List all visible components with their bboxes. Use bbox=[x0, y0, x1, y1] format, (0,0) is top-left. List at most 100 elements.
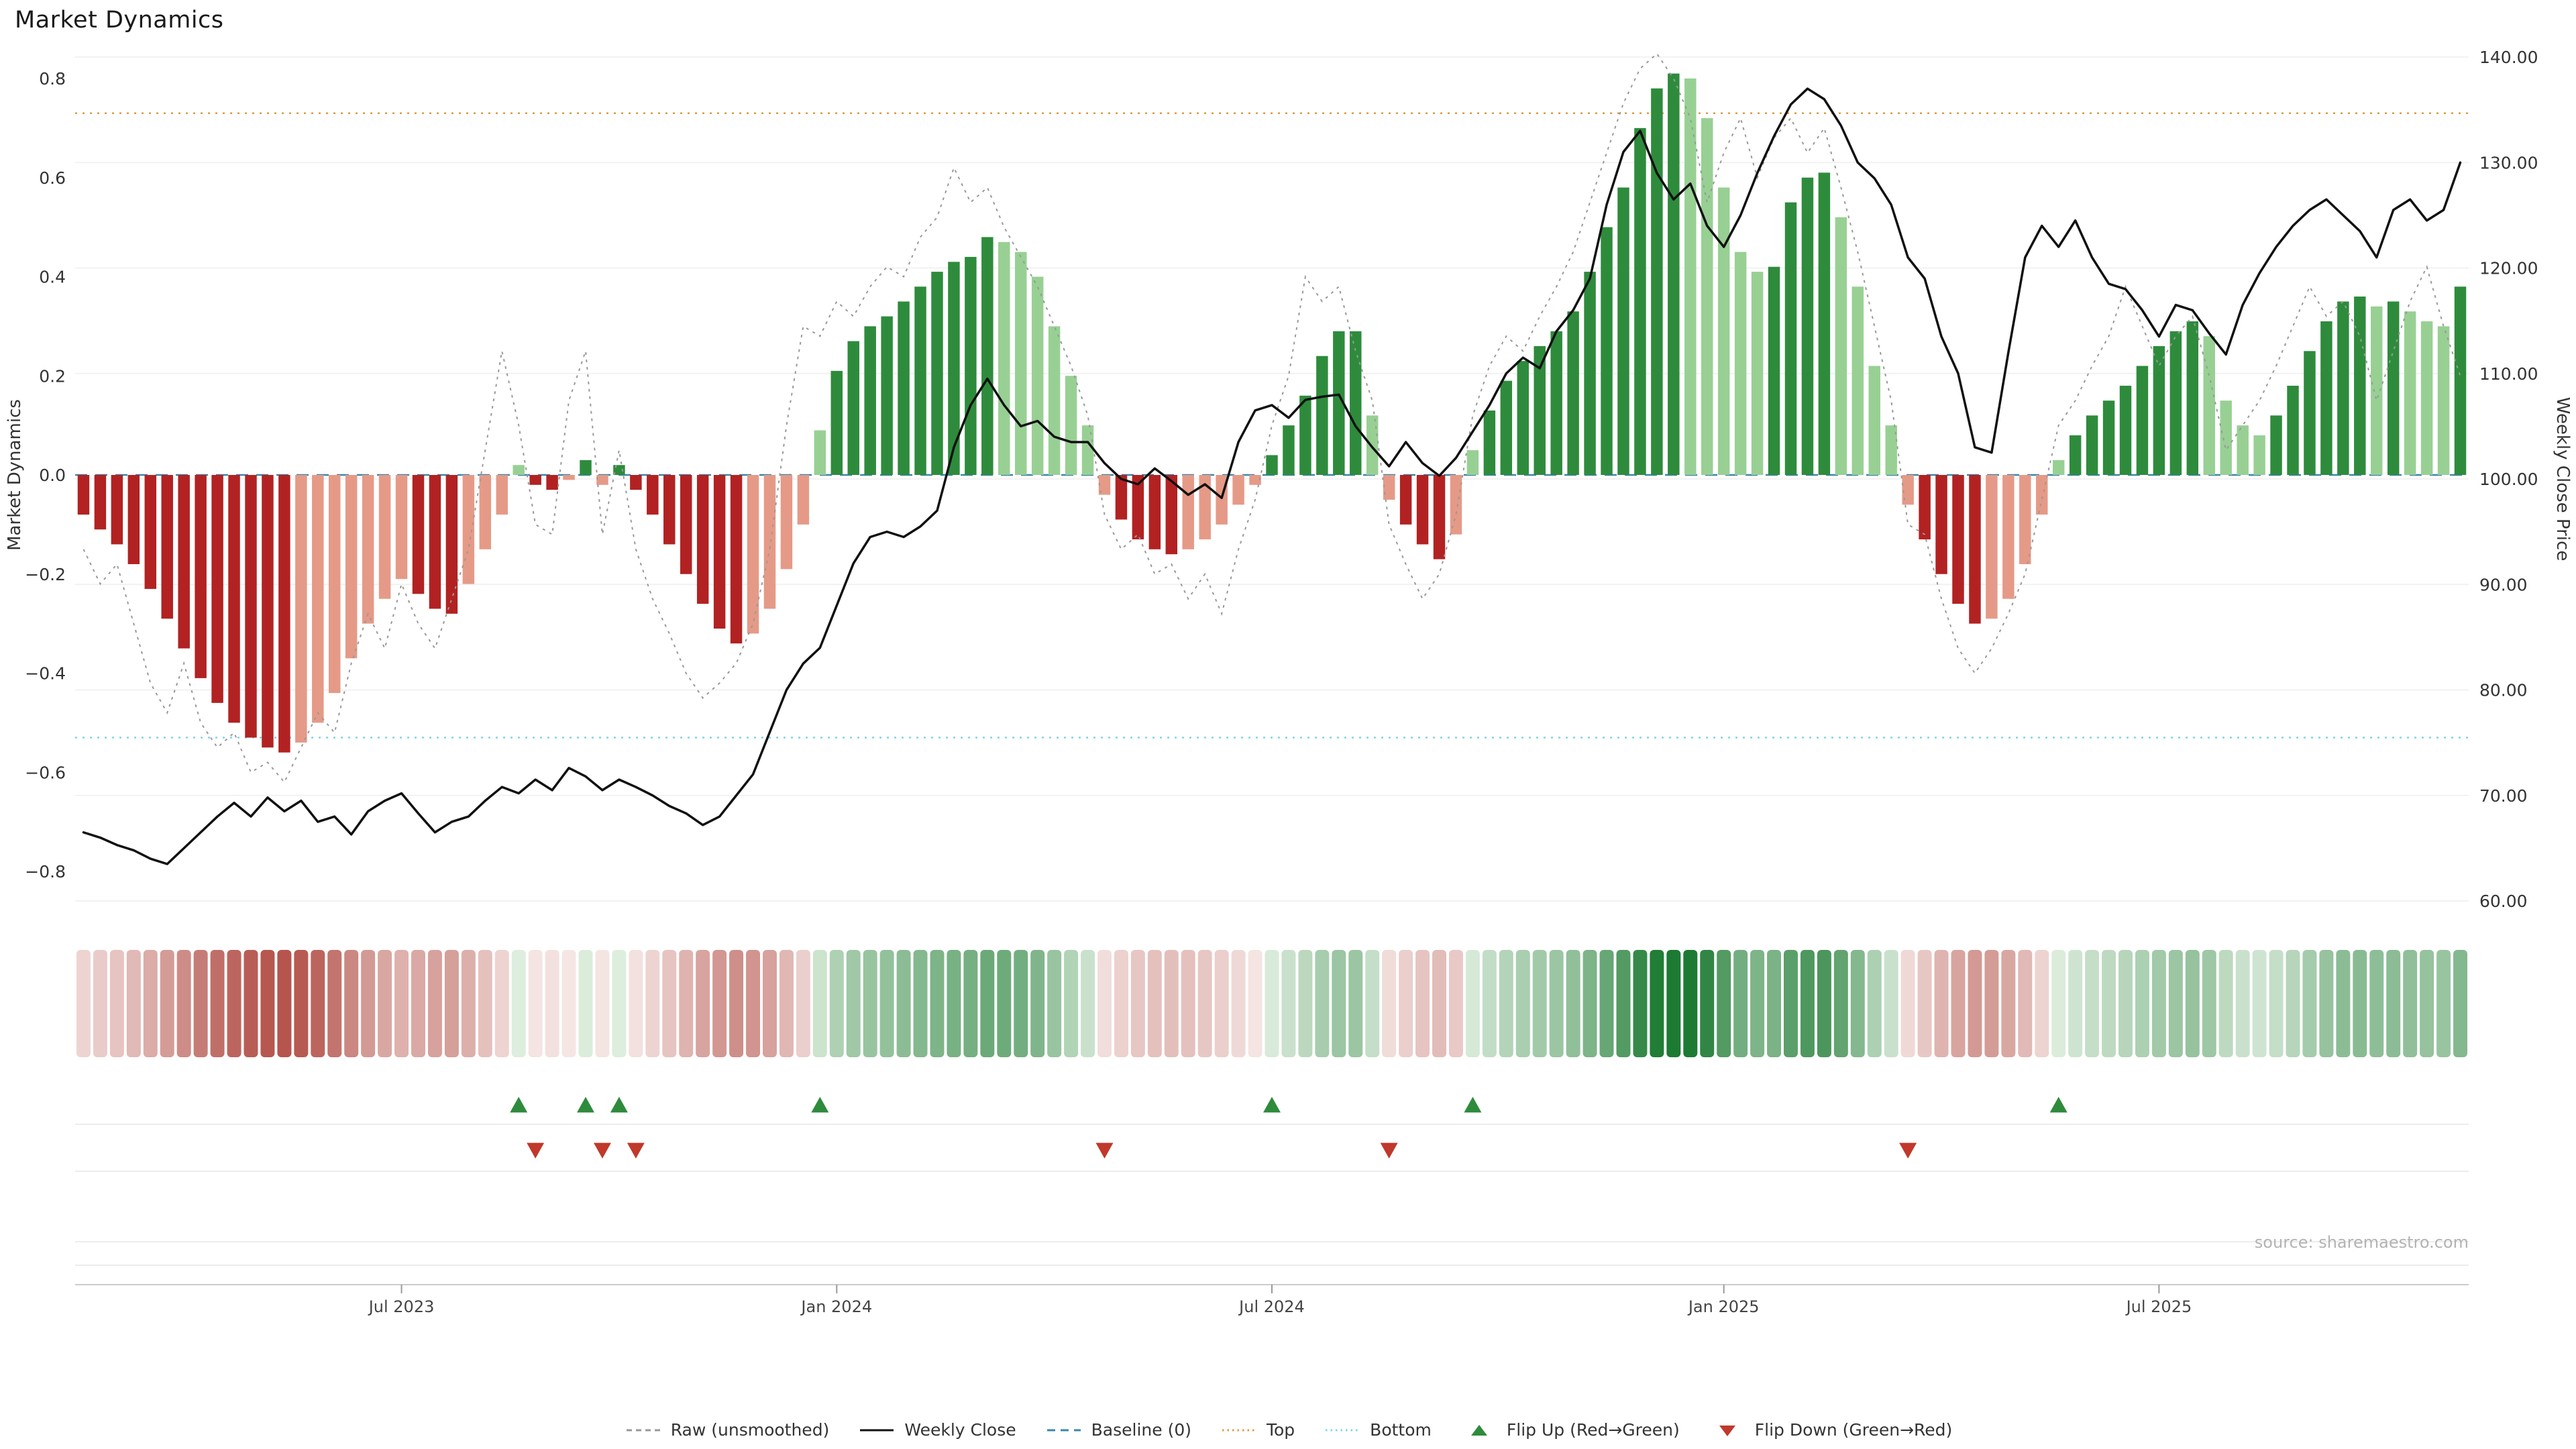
dynamics-bar bbox=[630, 475, 642, 490]
dynamics-bar bbox=[1416, 475, 1429, 545]
dynamics-bar bbox=[1919, 475, 1931, 540]
dynamics-bar bbox=[1701, 118, 1713, 476]
dynamics-bar bbox=[1550, 331, 1562, 475]
dynamics-bar bbox=[713, 475, 726, 629]
dynamics-bar bbox=[161, 475, 173, 619]
dynamics-bar bbox=[1366, 415, 1379, 475]
heatmap-cell bbox=[1064, 950, 1079, 1057]
dynamics-bar bbox=[2052, 460, 2065, 475]
heatmap-cell bbox=[2051, 950, 2066, 1057]
heatmap-cell bbox=[1432, 950, 1446, 1057]
heatmap-cell bbox=[2386, 950, 2401, 1057]
heatmap-cell bbox=[444, 950, 459, 1057]
flip-down-marker bbox=[1095, 1142, 1114, 1159]
dynamics-bar bbox=[898, 301, 910, 475]
right-axis-tick-label: 130.00 bbox=[2479, 153, 2538, 172]
heatmap-cell bbox=[1633, 950, 1648, 1057]
heatmap-cell bbox=[2403, 950, 2418, 1057]
heatmap-cell bbox=[2118, 950, 2133, 1057]
heatmap-cell bbox=[1281, 950, 1296, 1057]
heatmap-cell bbox=[947, 950, 961, 1057]
dynamics-bar bbox=[981, 237, 994, 475]
heatmap-cell bbox=[930, 950, 945, 1057]
dashed-line-swatch-icon bbox=[626, 1429, 660, 1431]
heatmap-cell bbox=[378, 950, 392, 1057]
dynamics-bar bbox=[747, 475, 759, 634]
heatmap-cell bbox=[210, 950, 225, 1057]
heatmap-cell bbox=[1482, 950, 1497, 1057]
dynamics-bar bbox=[1283, 425, 1295, 475]
right-axis-tick-label: 70.00 bbox=[2479, 786, 2528, 806]
dynamics-bar bbox=[1098, 475, 1111, 495]
dynamics-bar bbox=[864, 326, 876, 475]
dynamics-bar bbox=[2186, 321, 2199, 475]
heatmap-cell bbox=[863, 950, 877, 1057]
dynamics-bar bbox=[647, 475, 659, 515]
dynamics-bar bbox=[965, 256, 977, 475]
dotted-line-swatch-icon bbox=[1326, 1429, 1360, 1431]
heatmap-cell bbox=[1181, 950, 1195, 1057]
x-axis-tick-label: Jan 2024 bbox=[800, 1297, 872, 1316]
dynamics-bar bbox=[2136, 366, 2149, 475]
heatmap-cell bbox=[746, 950, 760, 1057]
heatmap-cell bbox=[2202, 950, 2216, 1057]
dynamics-bar bbox=[998, 241, 1010, 475]
dynamics-bar bbox=[1466, 450, 1479, 475]
flip-up-marker bbox=[577, 1097, 595, 1113]
source-label: source: sharemaestro.com bbox=[2255, 1233, 2469, 1252]
left-axis-title: Market Dynamics bbox=[5, 399, 25, 551]
dynamics-bar bbox=[1249, 475, 1261, 485]
dynamics-bar bbox=[2371, 306, 2383, 475]
heatmap-cell bbox=[1448, 950, 1463, 1057]
heatmap-cell bbox=[1532, 950, 1547, 1057]
heatmap-cell bbox=[913, 950, 928, 1057]
dynamics-bar bbox=[563, 475, 575, 480]
heatmap-cell bbox=[160, 950, 174, 1057]
dynamics-bar bbox=[1751, 272, 1764, 475]
x-axis-tick-label: Jan 2025 bbox=[1687, 1297, 1760, 1316]
dynamics-bar bbox=[1232, 475, 1244, 505]
heatmap-cell bbox=[109, 950, 124, 1057]
legend-item: Bottom bbox=[1323, 1420, 1432, 1440]
heatmap-cell bbox=[1231, 950, 1246, 1057]
heatmap-cell bbox=[1499, 950, 1513, 1057]
dynamics-bar bbox=[1567, 311, 1579, 475]
dynamics-bar bbox=[914, 286, 926, 475]
dynamics-bar bbox=[2420, 321, 2433, 475]
left-axis-tick-label: −0.4 bbox=[25, 664, 66, 684]
dynamics-bar bbox=[680, 475, 692, 574]
dynamics-bar bbox=[1065, 376, 1077, 475]
heatmap-cell bbox=[143, 950, 158, 1057]
dynamics-bar bbox=[1986, 475, 1998, 619]
heatmap-cell bbox=[963, 950, 978, 1057]
legend-label: Top bbox=[1266, 1420, 1295, 1440]
dynamics-bar bbox=[580, 460, 592, 475]
dynamics-bar bbox=[1734, 252, 1747, 475]
heatmap-cell bbox=[277, 950, 292, 1057]
dynamics-bar bbox=[1902, 475, 1914, 505]
heatmap-cell bbox=[1298, 950, 1313, 1057]
x-axis-tick-label: Jul 2024 bbox=[1238, 1297, 1305, 1316]
heatmap-cell bbox=[76, 950, 91, 1057]
right-axis-tick-label: 100.00 bbox=[2479, 470, 2538, 489]
heatmap-cell bbox=[93, 950, 107, 1057]
dynamics-bar bbox=[329, 475, 341, 694]
dynamics-bar bbox=[1801, 177, 1814, 475]
heatmap-cell bbox=[679, 950, 694, 1057]
legend-item: Top bbox=[1220, 1420, 1295, 1440]
dynamics-bar bbox=[127, 475, 140, 564]
heatmap-cell bbox=[896, 950, 911, 1057]
heatmap-cell bbox=[1197, 950, 1212, 1057]
dynamics-bar bbox=[1333, 331, 1345, 475]
heatmap-cell bbox=[427, 950, 442, 1057]
dynamics-bar bbox=[1885, 425, 1897, 475]
heatmap-cell bbox=[1382, 950, 1397, 1057]
left-axis-tick-label: 0.0 bbox=[39, 466, 66, 485]
dynamics-bar bbox=[362, 475, 374, 624]
dynamics-bar bbox=[1350, 331, 1362, 475]
dynamics-bar bbox=[429, 475, 441, 609]
dynamics-bar bbox=[881, 316, 893, 475]
heatmap-cell bbox=[1515, 950, 1530, 1057]
dynamics-bar bbox=[245, 475, 257, 738]
dynamics-bar bbox=[2203, 336, 2215, 475]
